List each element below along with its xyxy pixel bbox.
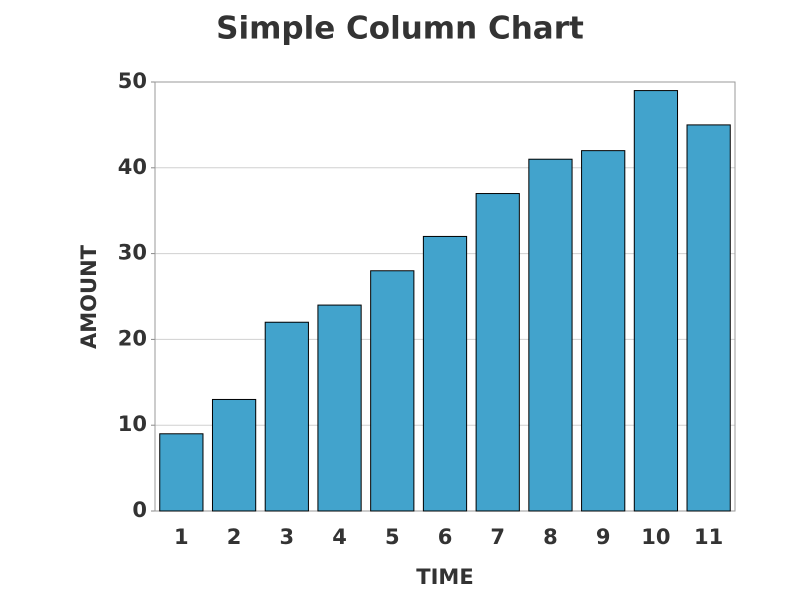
x-tick-label: 9	[596, 525, 611, 549]
chart-title: Simple Column Chart	[216, 11, 584, 47]
y-tick-label: 30	[118, 241, 147, 265]
x-tick-label: 4	[332, 525, 347, 549]
y-axis-label: AMOUNT	[77, 244, 101, 349]
x-tick-label: 6	[438, 525, 453, 549]
bar	[633, 90, 679, 512]
x-tick-label: 8	[543, 525, 558, 549]
bar	[422, 235, 468, 512]
x-tick-label: 11	[694, 525, 723, 549]
x-tick-label: 7	[490, 525, 505, 549]
bar	[264, 321, 309, 512]
bar	[475, 193, 520, 512]
bar	[581, 150, 626, 512]
y-tick-label: 50	[118, 69, 147, 93]
y-tick-label: 10	[118, 412, 147, 436]
bar	[159, 433, 204, 512]
y-tick-label: 40	[118, 155, 147, 179]
bar	[528, 158, 573, 512]
x-tick-label: 5	[385, 525, 400, 549]
x-tick-label: 10	[641, 525, 670, 549]
x-tick-label: 3	[280, 525, 295, 549]
x-axis-label: TIME	[416, 565, 473, 589]
y-tick-label: 0	[132, 498, 147, 522]
y-tick-label: 20	[118, 326, 147, 350]
bar	[370, 270, 415, 512]
x-tick-label: 1	[174, 525, 189, 549]
x-tick-label: 2	[227, 525, 242, 549]
bar	[317, 304, 362, 512]
bar	[686, 124, 731, 512]
bar	[211, 398, 257, 512]
